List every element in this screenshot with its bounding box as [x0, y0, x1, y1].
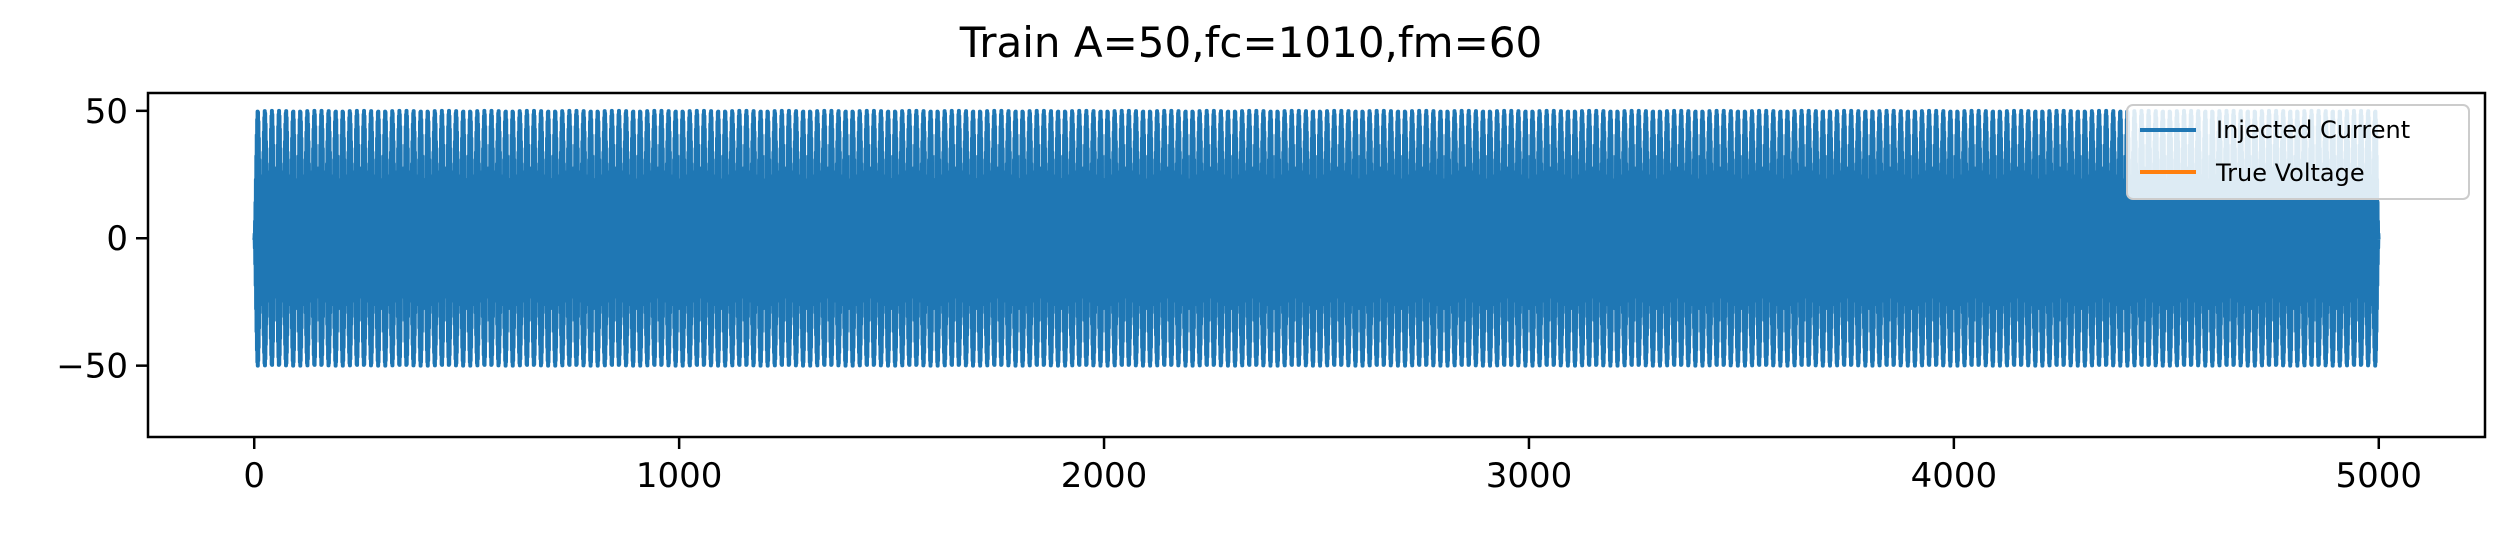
legend-label-true-voltage: True Voltage [2215, 159, 2365, 187]
x-axis: 0 1000 2000 3000 4000 5000 [243, 437, 2422, 496]
plot-area [252, 108, 2381, 368]
x-tick-label: 0 [243, 456, 265, 496]
x-tick-label: 5000 [2336, 456, 2423, 496]
x-tick-label: 2000 [1061, 456, 1148, 496]
series-injected-current [252, 108, 2381, 368]
x-tick-label: 1000 [636, 456, 723, 496]
x-tick-label: 4000 [1911, 456, 1998, 496]
y-tick-label: 0 [106, 219, 128, 259]
legend-box [2126, 104, 2470, 200]
y-tick-label: −50 [56, 347, 128, 387]
x-tick-label: 3000 [1486, 456, 1573, 496]
plot-frame [146, 91, 2487, 439]
y-axis: 50 0 −50 [56, 92, 148, 387]
y-tick-label: 50 [85, 92, 128, 132]
series-line [252, 108, 2381, 368]
legend-label-injected-current: Injected Current [2216, 116, 2410, 144]
legend: Injected Current True Voltage [2126, 104, 2470, 200]
chart-title: Train A=50,fc=1010,fm=60 [959, 18, 1543, 67]
